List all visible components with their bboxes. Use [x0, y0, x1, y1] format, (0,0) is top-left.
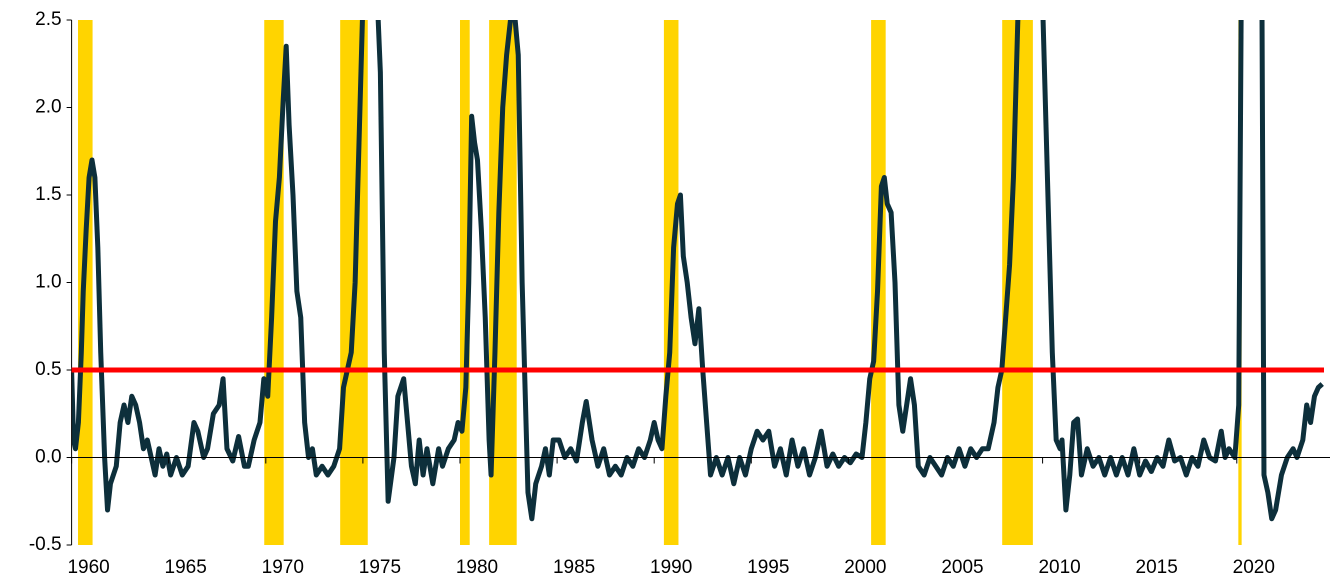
x-tick-label: 2005 — [941, 557, 983, 578]
x-tick-label: 1960 — [67, 557, 109, 578]
x-tick-label: 2020 — [1233, 557, 1275, 578]
x-tick-label: 1975 — [359, 557, 401, 578]
series-line — [71, 20, 1324, 522]
y-tick-label: 2.0 — [35, 97, 61, 118]
x-tick-label: 2000 — [844, 557, 886, 578]
x-tick-label: 2015 — [1136, 557, 1178, 578]
y-tick-label: 1.0 — [35, 272, 61, 293]
x-tick-label: 2010 — [1038, 557, 1080, 578]
y-tick-label: 0.0 — [35, 447, 61, 468]
y-tick-label: 0.5 — [35, 359, 61, 380]
x-tick-label: 1995 — [747, 557, 789, 578]
x-tick-label: 1985 — [553, 557, 595, 578]
y-tick-label: 1.5 — [35, 184, 61, 205]
y-tick-label: -0.5 — [29, 534, 62, 555]
x-tick-label: 1970 — [262, 557, 304, 578]
x-tick-label: 1980 — [456, 557, 498, 578]
plot-area — [71, 20, 1324, 545]
x-tick-label: 1990 — [650, 557, 692, 578]
x-tick-label: 1965 — [165, 557, 207, 578]
y-tick-label: 2.5 — [35, 9, 61, 30]
recession-band — [459, 20, 470, 545]
